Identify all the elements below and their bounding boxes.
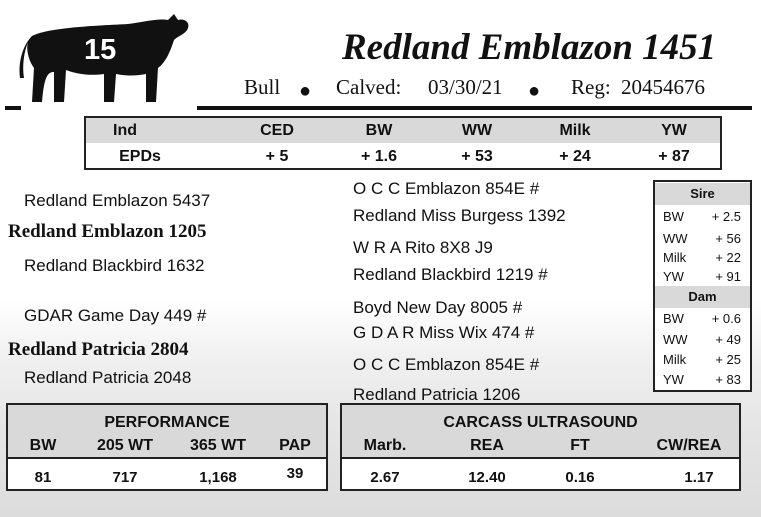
performance-column-header: 365 WT xyxy=(189,437,246,454)
carcass-value: 1.17 xyxy=(684,469,714,486)
pedigree-dam-dam-sire: O C C Emblazon 854E # xyxy=(353,355,540,374)
performance-column-header: PAP xyxy=(279,437,311,454)
performance-title: PERFORMANCE xyxy=(104,414,230,431)
dam-epd-label: BW xyxy=(663,311,684,326)
dam-epd-label: Milk xyxy=(663,352,687,367)
carcass-value: 2.67 xyxy=(370,469,400,486)
carcass-column-header: CW/REA xyxy=(656,437,722,454)
performance-column-header: BW xyxy=(29,437,57,454)
epd-row-label: EPDs xyxy=(119,148,161,165)
carcass-value: 12.40 xyxy=(468,469,506,486)
animal-name: Redland Emblazon 1451 xyxy=(342,27,717,68)
sire-epd-label: Milk xyxy=(663,250,687,265)
lot-number: 15 xyxy=(84,34,117,66)
pedigree-dam-dam: Redland Patricia 2048 xyxy=(24,368,192,387)
carcass-column-header: Marb. xyxy=(363,437,407,454)
sire-epd-label: BW xyxy=(663,209,684,224)
epd-column-header: WW xyxy=(461,122,493,139)
epd-value: + 1.6 xyxy=(360,148,398,165)
carcass-header-shade xyxy=(342,405,739,457)
carcass-divider xyxy=(342,457,739,459)
epd-value: + 24 xyxy=(559,148,591,165)
dam-epd-value: + 83 xyxy=(715,372,741,387)
bull-silhouette-icon xyxy=(19,14,189,102)
epd-column-header: BW xyxy=(365,122,393,139)
dam-epd-value: + 0.6 xyxy=(711,311,741,326)
dam-epd-label: YW xyxy=(663,372,684,387)
sire-epd-label: YW xyxy=(663,269,684,284)
sire-epd-value: + 2.5 xyxy=(711,209,741,224)
dam-epd-title: Dam xyxy=(655,286,750,308)
pedigree-dam-sire-sire: Boyd New Day 8005 # xyxy=(353,298,523,317)
pedigree-sire-sire-sire: O C C Emblazon 854E # xyxy=(353,179,540,198)
epd-value: + 87 xyxy=(658,148,690,165)
epd-value: + 53 xyxy=(461,148,493,165)
reg-number: 20454676 xyxy=(621,75,705,99)
pedigree-sire-dam: Redland Blackbird 1632 xyxy=(24,256,205,275)
carcass-column-header: REA xyxy=(470,437,504,454)
sire-epd-value: + 56 xyxy=(715,231,741,246)
performance-value: 717 xyxy=(112,469,138,486)
epd-value: + 5 xyxy=(265,148,289,165)
pedigree-sire: Redland Emblazon 1205 xyxy=(8,221,207,242)
sire-epd-label: WW xyxy=(663,231,688,246)
pedigree-sire-dam-sire: W R A Rito 8X8 J9 xyxy=(353,238,493,257)
performance-column-header: 205 WT xyxy=(96,437,153,454)
pedigree-dam-sire-dam: G D A R Miss Wix 474 # xyxy=(353,323,535,342)
dam-epd-value: + 49 xyxy=(715,332,741,347)
performance-divider xyxy=(8,457,326,459)
pedigree-sire-sire-dam: Redland Miss Burgess 1392 xyxy=(353,206,566,225)
performance-value: 81 xyxy=(34,469,52,486)
performance-value: 39 xyxy=(286,465,304,482)
carcass-value: 0.16 xyxy=(565,469,595,486)
calved-date: 03/30/21 xyxy=(428,75,503,99)
pedigree-dam: Redland Patricia 2804 xyxy=(8,339,189,360)
performance-value: 1,168 xyxy=(199,469,237,486)
sex-label: Bull xyxy=(244,75,281,99)
sire-epd-value: + 22 xyxy=(715,250,741,265)
epd-column-header: YW xyxy=(661,122,687,139)
dam-epd-value: + 25 xyxy=(715,352,741,367)
header-rule xyxy=(197,106,752,110)
epd-column-header: Milk xyxy=(559,122,591,139)
separator-dot: ● xyxy=(528,80,541,102)
carcass-title: CARCASS ULTRASOUND xyxy=(443,414,638,431)
separator-dot: ● xyxy=(299,80,312,102)
sire-epd-title: Sire xyxy=(655,183,750,205)
pedigree-sire-dam-dam: Redland Blackbird 1219 # xyxy=(353,265,548,284)
calved-label: Calved: xyxy=(336,75,402,99)
pedigree-sire-sire: Redland Emblazon 5437 xyxy=(24,191,211,210)
epd-column-header: CED xyxy=(260,122,294,139)
epd-header-row xyxy=(86,118,720,143)
pedigree-dam-sire: GDAR Game Day 449 # xyxy=(24,306,207,325)
epd-row-label: Ind xyxy=(113,122,137,139)
reg-label: Reg: xyxy=(571,75,611,99)
carcass-column-header: FT xyxy=(570,437,590,454)
performance-header-shade xyxy=(8,405,326,457)
pedigree-dam-dam-dam: Redland Patricia 1206 xyxy=(353,385,521,404)
dam-epd-label: WW xyxy=(663,332,688,347)
sire-epd-value: + 91 xyxy=(715,269,741,284)
header-rule xyxy=(5,106,21,110)
